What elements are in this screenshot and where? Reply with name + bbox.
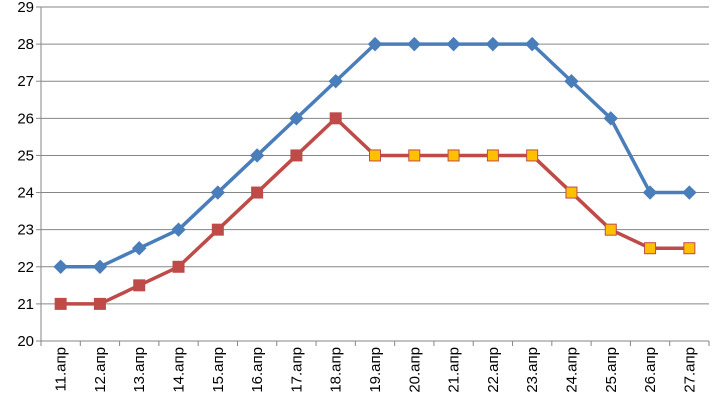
- data-point: [171, 222, 186, 237]
- x-tick-label: 27.апр: [681, 347, 698, 393]
- x-axis-ticks: 11.апр 12.апр 13.апр 14.апр 15.апр 16.апр 17.а…: [53, 347, 699, 393]
- data-point: [53, 259, 68, 274]
- x-tick-label: 15.апр: [210, 347, 227, 393]
- x-tick-label: 21.апр: [446, 347, 463, 393]
- y-tick-label: 22: [17, 259, 34, 276]
- y-tick-label: 24: [17, 185, 34, 202]
- x-tick-label: 22.апр: [485, 347, 502, 393]
- data-point: [328, 74, 343, 89]
- x-tick-label: 20.апр: [406, 347, 423, 393]
- x-tick-label: 23.апр: [524, 347, 541, 393]
- data-point: [524, 36, 540, 52]
- data-point: [367, 36, 383, 52]
- data-point: [446, 36, 461, 52]
- y-tick-label: 26: [17, 110, 34, 127]
- y-tick-label: 25: [17, 147, 34, 164]
- data-point: [407, 36, 422, 52]
- x-tick-label: 18.апр: [328, 347, 345, 393]
- x-tick-label: 25.апр: [603, 347, 620, 393]
- x-tick-label: 19.апр: [367, 347, 384, 393]
- data-point: [644, 242, 657, 255]
- data-point: [642, 185, 658, 200]
- x-tick-label: 12.апр: [92, 347, 109, 393]
- x-tick-label: 16.апр: [249, 347, 266, 393]
- y-tick-label: 27: [17, 73, 34, 90]
- data-point: [565, 186, 578, 199]
- y-tick-label: 28: [17, 36, 34, 53]
- data-point: [604, 223, 617, 236]
- data-point: [526, 149, 539, 162]
- x-tick-label: 14.апр: [171, 347, 188, 393]
- data-point: [485, 36, 501, 52]
- x-tick-label: 26.апр: [642, 347, 659, 393]
- x-tick-label: 13.апр: [131, 347, 148, 393]
- y-tick-label: 23: [17, 222, 34, 239]
- x-tick-label: 24.апр: [563, 347, 580, 393]
- series-group: [53, 36, 697, 310]
- data-point: [132, 241, 147, 256]
- data-point: [251, 186, 264, 199]
- data-point: [683, 242, 696, 255]
- data-point: [564, 74, 579, 89]
- data-point: [682, 185, 697, 200]
- data-point: [408, 149, 421, 162]
- data-point: [289, 111, 304, 126]
- data-point: [133, 279, 146, 292]
- data-point: [290, 149, 303, 162]
- data-point: [54, 297, 67, 310]
- y-axis-ticks: 20 21 22 23 24 25 26 27 28 29: [17, 0, 34, 350]
- data-point: [603, 111, 618, 126]
- data-point: [447, 149, 460, 162]
- data-point: [92, 259, 108, 274]
- x-tick-label: 11.апр: [53, 347, 70, 392]
- y-tick-label: 29: [17, 0, 34, 16]
- y-tick-label: 20: [17, 333, 34, 350]
- data-point: [210, 185, 226, 200]
- series-line: [60, 116, 690, 306]
- data-point: [93, 297, 106, 310]
- data-point: [172, 260, 185, 273]
- y-tick-label: 21: [17, 296, 34, 313]
- x-tick-label: 17.апр: [288, 347, 305, 393]
- data-point: [329, 112, 342, 125]
- data-point: [486, 149, 499, 162]
- data-point: [369, 149, 381, 162]
- data-point: [211, 223, 224, 236]
- axes: [36, 6, 710, 346]
- data-point: [249, 148, 265, 163]
